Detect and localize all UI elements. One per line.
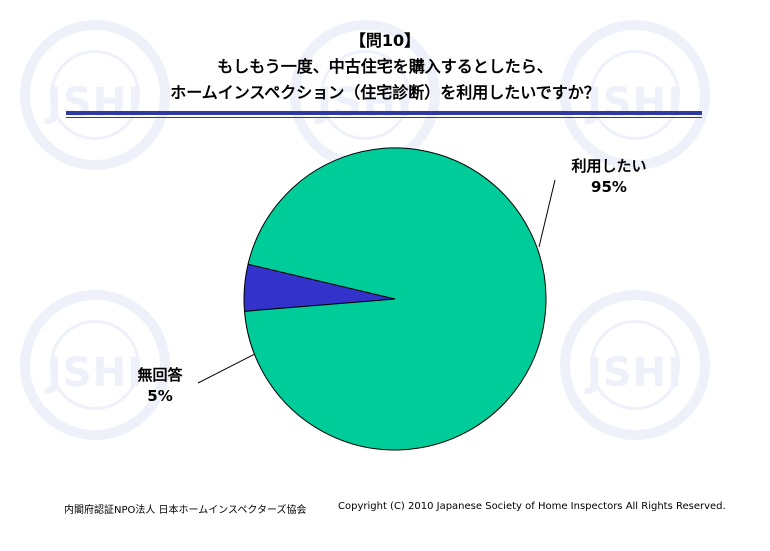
label-yes-group: 利用したい 95%	[571, 157, 646, 196]
question-line-1: もしもう一度、中古住宅を購入するとしたら、	[217, 57, 553, 76]
leader-line-yes	[538, 179, 556, 248]
question-line-2: ホームインスペクション（住宅診断）を利用したいですか？	[170, 83, 600, 102]
watermark-seal: JSHI	[20, 20, 170, 170]
chart-title: 【問10】 もしもう一度、中古住宅を購入するとしたら、 ホームインスペクション（…	[0, 28, 770, 106]
pie-slice-yes	[243, 147, 547, 451]
slice-label-noanswer: 無回答	[137, 366, 183, 384]
footer-org: 内閣府認証NPO法人 日本ホームインスペクターズ協会	[64, 505, 307, 516]
watermark-seal: JSHI	[20, 290, 170, 440]
label-noanswer-group: 無回答 5%	[137, 366, 183, 405]
footer-copyright: Copyright (C) 2010 Japanese Society of H…	[338, 501, 726, 512]
pie-slices	[243, 147, 547, 451]
slice-value-yes: 95%	[591, 178, 627, 196]
title-divider	[66, 111, 702, 115]
question-number: 【問10】	[349, 31, 421, 50]
watermark-seal: JSHI	[560, 20, 710, 170]
slice-value-noanswer: 5%	[147, 387, 172, 405]
slice-label-yes: 利用したい	[571, 157, 646, 175]
leader-line-noanswer	[197, 353, 256, 384]
title-divider-thin	[66, 117, 702, 118]
watermark-seal: JSHI	[560, 290, 710, 440]
